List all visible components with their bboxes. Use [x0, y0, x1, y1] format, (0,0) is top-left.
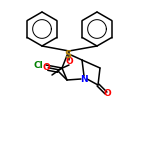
Text: O: O [103, 90, 111, 99]
Text: Cl: Cl [33, 60, 43, 69]
Text: S: S [64, 50, 72, 60]
Text: N: N [80, 75, 88, 84]
Text: O: O [42, 63, 50, 72]
Text: O: O [65, 57, 73, 66]
